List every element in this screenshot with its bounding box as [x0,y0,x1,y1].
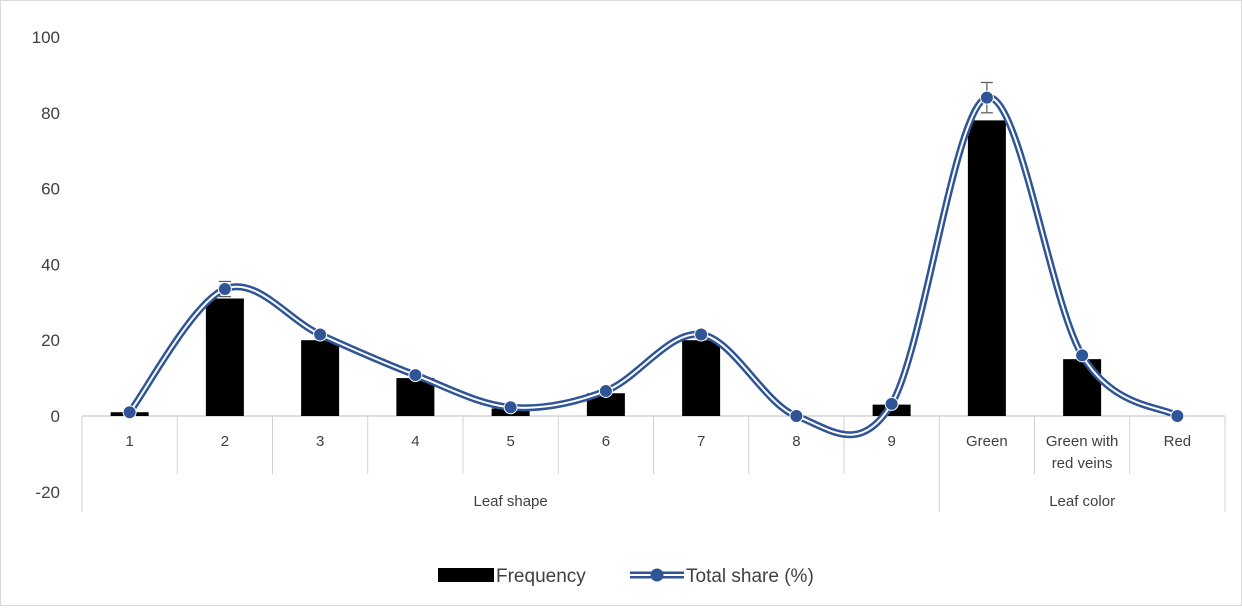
x-tick-label: 6 [602,433,610,450]
x-tick-label-line: Green with [1046,433,1119,450]
bar-frequency [205,298,244,416]
point-total-share [1170,409,1185,423]
x-tick-label-line: 4 [411,433,419,450]
x-tick-label: 4 [411,433,419,450]
bar-frequency [396,378,435,416]
x-tick-label: Red [1164,433,1192,450]
group-label: Leaf shape [474,493,548,510]
legend-label-total-share: Total share (%) [686,566,814,587]
point-total-share [217,282,232,297]
x-tick-label-line: 3 [316,433,324,450]
legend-swatch-frequency [438,568,494,582]
point-total-share [694,327,709,342]
x-tick-label-line: 5 [506,433,514,450]
point-total-share [408,368,423,383]
y-tick-label: 100 [32,28,60,47]
y-tick-label: 80 [41,104,60,123]
x-tick-label-line: 6 [602,433,610,450]
x-tick-label: Green with red veins [1046,433,1119,472]
x-tick-label: 5 [506,433,514,450]
y-tick-label: 60 [41,180,60,199]
x-tick-label: 9 [887,433,895,450]
point-total-share [313,327,328,342]
bar-frequency [682,340,721,416]
x-tick-label: Green [966,433,1008,450]
point-total-share [1075,348,1090,363]
point-total-share [789,409,804,423]
x-tick-label-line: 1 [125,433,133,450]
legend-marker-total-share [650,568,664,582]
bar-frequency [1063,359,1102,416]
bar-frequency [301,340,340,416]
group-label: Leaf color [1049,493,1115,510]
x-tick-label-line: 9 [887,433,895,450]
x-tick-label: 3 [316,433,324,450]
point-total-share [122,405,137,420]
x-tick-label-line: Green [966,433,1008,450]
x-tick-label: 2 [221,433,229,450]
x-tick-label-line: red veins [1052,455,1113,472]
x-tick-label-line: 8 [792,433,800,450]
bar-frequency [967,120,1006,416]
point-total-share [503,400,518,415]
y-tick-label: 0 [51,407,60,426]
x-tick-label: 7 [697,433,705,450]
x-tick-label-line: 2 [221,433,229,450]
x-tick-label-line: 7 [697,433,705,450]
point-total-share [598,383,613,398]
bar-frequency [586,393,625,416]
x-tick-label: 8 [792,433,800,450]
x-tick-label-line: Red [1164,433,1192,450]
y-tick-label: 40 [41,255,60,274]
legend-label-frequency: Frequency [496,566,586,587]
x-tick-label: 1 [125,433,133,450]
point-total-share [884,396,899,411]
y-tick-label: 20 [41,331,60,350]
point-total-share [979,90,994,105]
y-tick-label: -20 [35,483,60,502]
